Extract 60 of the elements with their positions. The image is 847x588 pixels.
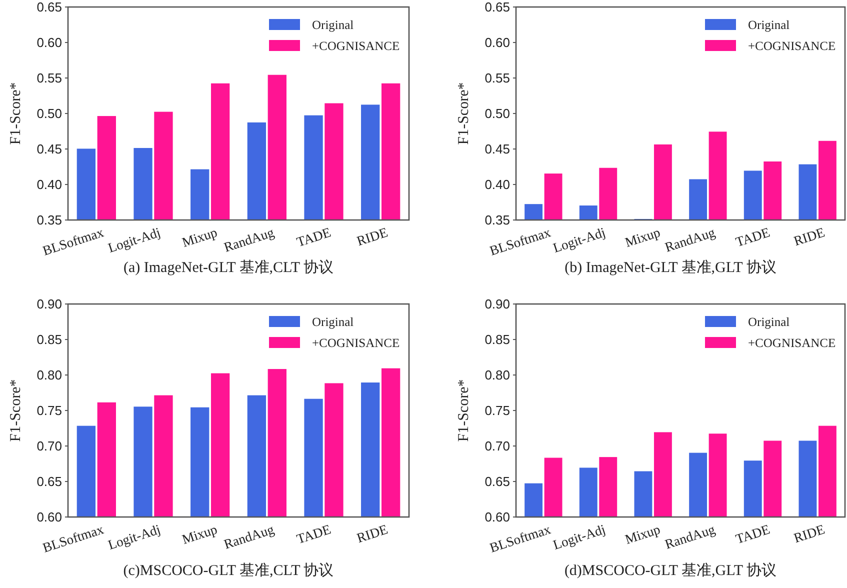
y-tick-label: 0.70 [36, 438, 62, 454]
x-tick-label: Mixup [623, 522, 662, 547]
text: (a) ImageNet-GLT 基准,CLT 协议 [124, 259, 334, 276]
y-tick-label: 0.50 [36, 106, 62, 121]
y-tick-label: 0.40 [36, 177, 62, 192]
x-tick-label: Mixup [180, 522, 220, 547]
y-axis-title: F1-Score* [8, 82, 24, 145]
y-tick-label: 0.60 [484, 510, 510, 524]
y-tick-label: 0.85 [36, 332, 62, 347]
legend-label: Original [312, 315, 354, 329]
legend-label: Original [748, 18, 790, 32]
y-tick-label: 0.60 [484, 35, 510, 50]
x-tick-label: Mixup [180, 224, 220, 250]
y-tick-label: 0.65 [36, 474, 62, 489]
text: (b) ImageNet-GLT 基准,GLT 协议 [564, 259, 776, 276]
legend-label: Original [312, 18, 354, 32]
x-tick-label: RIDE [792, 522, 827, 546]
y-tick-label: 0.80 [36, 368, 62, 382]
y-tick-label: 0.60 [36, 510, 62, 524]
x-tick-label: TADE [734, 224, 772, 250]
x-tick-label: TADE [734, 522, 772, 547]
x-tick-label: RIDE [792, 224, 827, 249]
x-tick-label: RandAug [662, 522, 718, 552]
text: (c)MSCOCO-GLT 基准,CLT 协议 [123, 562, 334, 579]
y-axis-title: F1-Score* [456, 82, 472, 145]
x-tick-label: TADE [294, 522, 333, 547]
x-tick-label: RIDE [354, 522, 390, 546]
y-tick-label: 0.65 [484, 0, 510, 14]
y-tick-label: 0.90 [484, 296, 510, 312]
x-tick-label: TADE [294, 224, 333, 250]
y-tick-label: 0.55 [484, 70, 510, 86]
legend-label: +COGNISANCE [312, 336, 400, 350]
y-tick-label: 0.45 [36, 142, 62, 156]
y-tick-label: 0.45 [484, 142, 510, 156]
legend-label: Original [748, 315, 790, 329]
text: (d)MSCOCO-GLT 基准,GLT 协议 [564, 562, 777, 579]
y-tick-label: 0.35 [484, 212, 510, 228]
legend-label: +COGNISANCE [312, 39, 400, 53]
y-tick-label: 0.80 [484, 368, 510, 382]
x-tick-label: RandAug [222, 224, 276, 255]
y-axis-title: F1-Score* [8, 379, 24, 442]
y-tick-label: 0.40 [484, 177, 510, 192]
y-tick-label: 0.65 [36, 0, 62, 14]
y-tick-label: 0.75 [484, 403, 510, 418]
x-tick-label: RIDE [354, 224, 390, 249]
y-tick-label: 0.85 [484, 332, 510, 347]
y-tick-label: 0.60 [36, 35, 62, 50]
y-axis-title: F1-Score* [456, 379, 472, 442]
x-tick-label: RandAug [662, 224, 718, 255]
x-tick-label: RandAug [222, 522, 276, 552]
y-tick-label: 0.65 [484, 474, 510, 489]
y-tick-label: 0.55 [36, 70, 62, 86]
y-tick-label: 0.50 [484, 106, 510, 121]
y-tick-label: 0.75 [36, 403, 62, 418]
legend-label: +COGNISANCE [748, 39, 836, 53]
x-tick-label: Mixup [623, 224, 662, 250]
y-tick-label: 0.90 [36, 296, 62, 312]
legend-label: +COGNISANCE [748, 336, 836, 350]
y-tick-label: 0.35 [36, 212, 62, 228]
y-tick-label: 0.70 [484, 438, 510, 454]
